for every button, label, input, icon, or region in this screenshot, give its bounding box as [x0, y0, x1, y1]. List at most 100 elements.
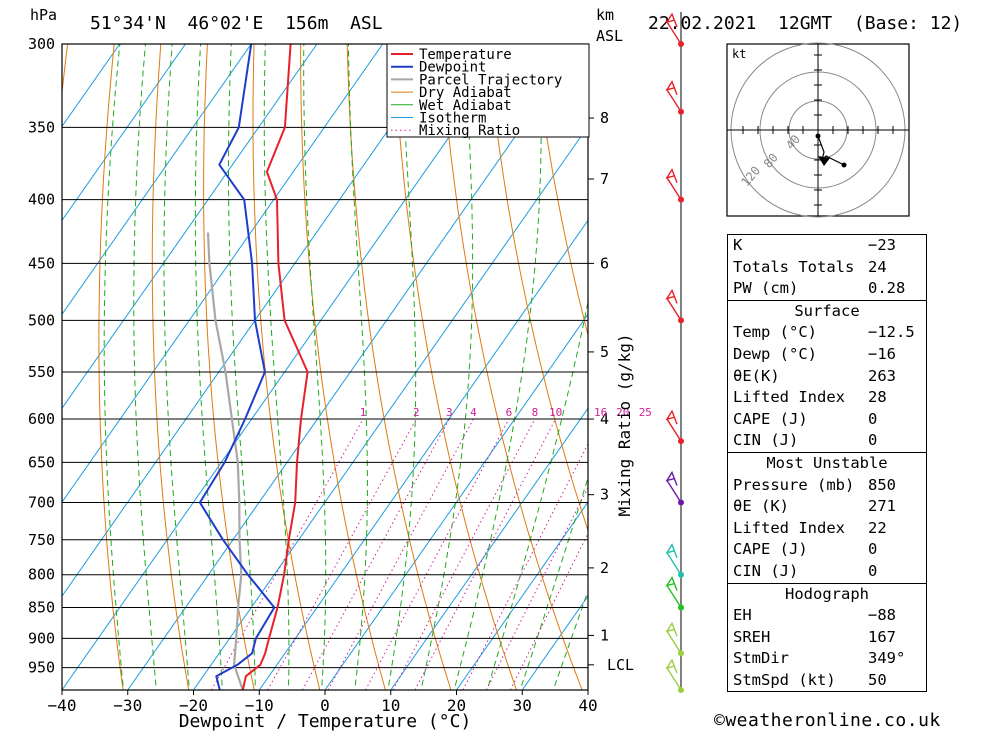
stat-label: K — [733, 236, 743, 254]
stat-value: −23 — [868, 236, 896, 254]
stat-row: Totals Totals 24 — [728, 257, 926, 279]
dry-adiabat-line — [151, 44, 190, 690]
mixing-ratio-line — [462, 442, 588, 690]
pressure-tick-label: 800 — [28, 566, 55, 584]
indices-box: K −23 Totals Totals 24 PW (cm) 0.28 — [727, 234, 927, 301]
temperature-tick-label: 0 — [320, 696, 330, 715]
mixing-ratio-line — [414, 418, 557, 690]
mixing-ratio-label: 4 — [470, 406, 477, 419]
axes: 3003504004505005506006507007508008509009… — [28, 35, 652, 715]
height-tick-label: 6 — [600, 254, 609, 272]
isotherm-line — [324, 313, 588, 690]
wind-barb — [665, 12, 682, 45]
mixing-ratio-line — [267, 418, 417, 690]
stat-value: 349° — [868, 649, 906, 668]
height-tick-label: 8 — [600, 109, 609, 127]
mixing-ratio-line — [509, 532, 588, 690]
pressure-tick-label: 300 — [28, 35, 55, 53]
wet-adiabat-line — [133, 44, 157, 690]
wet-adiabat-line — [387, 44, 417, 690]
dewpoint-line — [198, 44, 276, 690]
mixing-ratio-label: 3 — [446, 406, 453, 419]
stat-value: 0 — [868, 561, 878, 580]
stat-label: θE (K) — [733, 497, 789, 516]
stat-label: Pressure (mb) — [733, 475, 855, 494]
stat-row: PW (cm) 0.28 — [728, 278, 926, 300]
isotherm-line — [127, 44, 581, 690]
stat-row: CIN (J) 0 — [728, 561, 926, 583]
isotherm-line — [62, 44, 515, 690]
dry-adiabat-line — [346, 44, 452, 690]
hodograph-box: Hodograph EH −88 SREH 167 StmDir 349° StmSpd (… — [727, 583, 927, 693]
isotherm-line — [258, 219, 588, 690]
temperature-tick-label: −20 — [179, 696, 208, 715]
stat-label: Temp (°C) — [733, 323, 817, 342]
stat-row: Dewp (°C) −16 — [728, 344, 926, 366]
wet-adiabat-line — [453, 44, 542, 690]
legend-entry: Dry Adiabat — [419, 85, 512, 101]
mixing-ratio-label: 16 — [594, 406, 607, 419]
stat-value: 167 — [868, 627, 896, 646]
isotherm-line — [62, 44, 186, 222]
mixing-ratio-label: 6 — [506, 406, 513, 419]
hodograph-start-dot — [815, 133, 821, 139]
stat-label: Totals Totals — [733, 257, 855, 276]
stat-value: 28 — [868, 388, 887, 407]
temperature-tick-label: −40 — [48, 696, 77, 715]
pressure-tick-label: 400 — [28, 191, 55, 209]
wind-barb — [665, 288, 682, 321]
isotherm-line — [62, 44, 318, 410]
stat-row: K −23 — [728, 235, 926, 257]
isotherm-line — [62, 44, 252, 316]
mixing-ratio-line — [485, 486, 588, 690]
dry-adiabat-line — [203, 44, 255, 690]
pressure-tick-label: 850 — [28, 599, 55, 617]
stat-row: StmDir 349° — [728, 648, 926, 670]
stat-value: 0.28 — [868, 279, 906, 298]
height-tick-label: LCL — [607, 656, 634, 674]
temperature-tick-label: 20 — [447, 696, 466, 715]
isotherm-line — [62, 44, 121, 128]
wet-adiabat-line — [194, 44, 223, 690]
stat-label: Lifted Index — [733, 388, 845, 407]
stat-label: CIN (J) — [733, 431, 799, 450]
dry-adiabat-line — [98, 44, 124, 690]
wet-adiabat-line — [486, 299, 588, 690]
stat-label: SREH — [733, 627, 771, 646]
stat-label: CAPE (J) — [733, 540, 808, 559]
temperature-tick-label: 30 — [513, 696, 532, 715]
stability-indices-panel: K −23 Totals Totals 24 PW (cm) 0.28 Surface T… — [727, 234, 927, 693]
dry-adiabat-line — [393, 44, 517, 690]
wind-barb — [665, 409, 682, 442]
pressure-unit-label: hPa — [30, 6, 57, 24]
temperature-line — [241, 44, 309, 690]
mixing-ratio-line — [392, 418, 536, 690]
mixing-ratio-line — [365, 418, 510, 690]
mixing-ratio-axis-title: Mixing Ratio (g/kg) — [615, 333, 634, 516]
stat-value: 263 — [868, 366, 896, 385]
stat-value: 50 — [868, 670, 887, 689]
wet-adiabat-line — [163, 44, 190, 690]
stat-value: 850 — [868, 475, 896, 494]
x-axis-title: Dewpoint / Temperature (°C) — [179, 711, 472, 732]
legend-entry: Temperature — [419, 47, 512, 63]
height-tick-label: 7 — [600, 170, 609, 188]
mixing-ratio-label: 20 — [616, 406, 629, 419]
wind-barb — [665, 658, 682, 691]
legend-entry: Isotherm — [419, 111, 486, 127]
stat-label: StmSpd (kt) — [733, 670, 836, 689]
height-tick-label: 5 — [600, 343, 609, 361]
legend-entry: Wet Adiabat — [419, 98, 512, 114]
pressure-tick-label: 500 — [28, 311, 55, 329]
surface-box: Surface Temp (°C) −12.5 Dewp (°C) −16 θE(K) 2… — [727, 300, 927, 453]
most-unstable-box: Most Unstable Pressure (mb) 850 θE (K) 271 L… — [727, 452, 927, 584]
dry-adiabat-line — [953, 44, 1000, 690]
temperature-tick-label: −10 — [245, 696, 274, 715]
stat-row: θE(K) 263 — [728, 366, 926, 388]
stat-label: θE(K) — [733, 366, 780, 385]
dry-adiabat-line — [486, 44, 588, 533]
height-tick-label: 3 — [600, 486, 609, 504]
stat-row: Lifted Index 28 — [728, 387, 926, 409]
stat-row: EH −88 — [728, 605, 926, 627]
